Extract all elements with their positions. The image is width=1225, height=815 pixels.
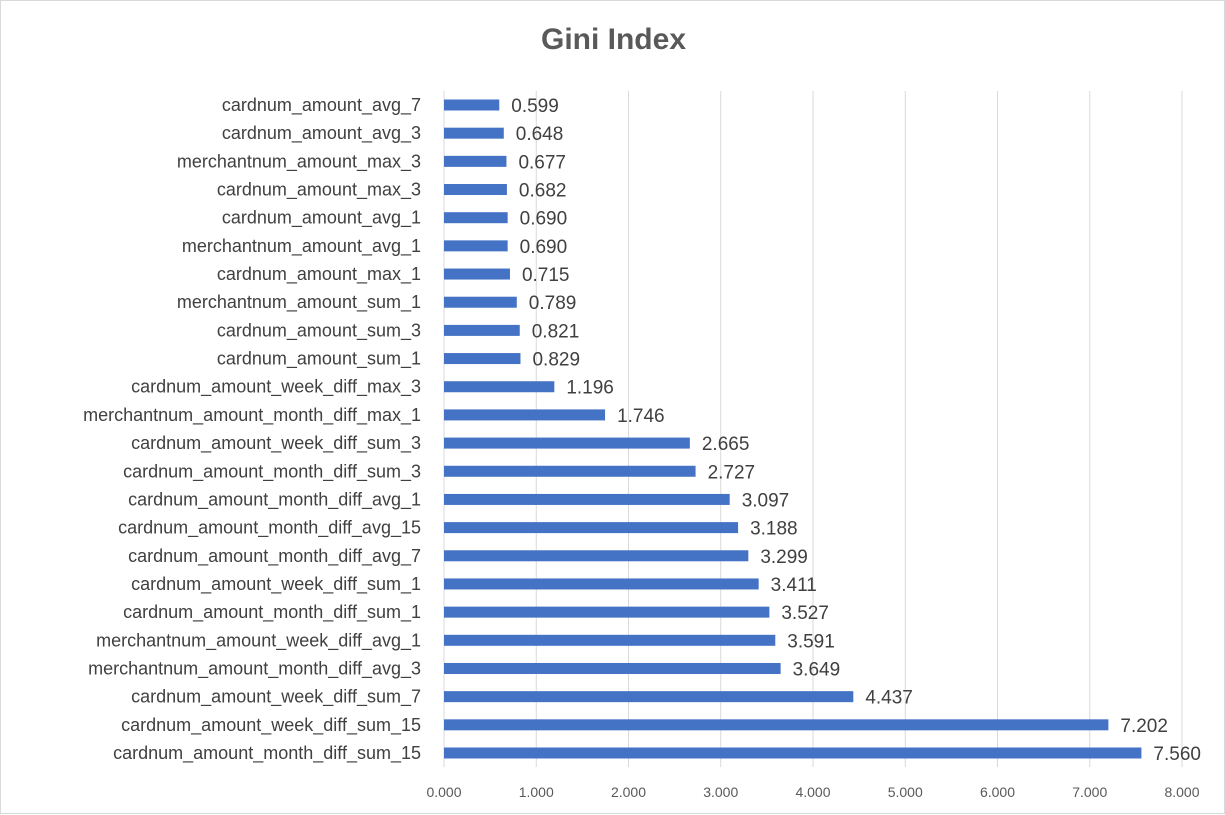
- bar: [444, 99, 500, 111]
- data-label: 0.682: [519, 181, 567, 202]
- category-label: cardnum_amount_avg_3: [222, 123, 421, 144]
- x-tick-label: 7.000: [1072, 784, 1107, 800]
- data-label: 7.202: [1120, 716, 1168, 737]
- category-label: merchantnum_amount_max_3: [177, 151, 421, 172]
- category-label: cardnum_amount_week_diff_max_3: [131, 377, 421, 398]
- data-label: 0.690: [520, 237, 568, 258]
- category-label: cardnum_amount_month_diff_sum_3: [123, 461, 421, 482]
- data-label: 0.829: [532, 350, 580, 371]
- data-label: 3.097: [742, 490, 790, 511]
- bar: [444, 437, 690, 449]
- category-label: cardnum_amount_max_3: [217, 180, 421, 201]
- bar: [444, 550, 749, 562]
- data-label: 0.677: [518, 152, 566, 173]
- data-label: 3.649: [793, 659, 841, 680]
- x-tick-label: 2.000: [611, 784, 646, 800]
- data-label: 3.188: [750, 519, 798, 540]
- data-label: 0.715: [522, 265, 570, 286]
- x-tick-label: 4.000: [795, 784, 830, 800]
- data-label: 3.411: [771, 575, 817, 596]
- category-label: cardnum_amount_sum_3: [217, 320, 421, 341]
- data-label: 7.560: [1153, 744, 1201, 765]
- bar: [444, 719, 1109, 731]
- category-label: cardnum_amount_max_1: [217, 264, 421, 285]
- category-label: merchantnum_amount_avg_1: [182, 236, 421, 257]
- bar: [444, 691, 854, 703]
- category-label: cardnum_amount_sum_1: [217, 349, 421, 370]
- bar: [444, 240, 508, 252]
- x-tick-label: 5.000: [888, 784, 923, 800]
- bar: [444, 155, 507, 167]
- bar: [444, 381, 555, 393]
- data-label: 0.690: [520, 209, 568, 230]
- bar: [444, 409, 606, 421]
- bar: [444, 184, 507, 196]
- bar: [444, 634, 776, 646]
- category-label: merchantnum_amount_sum_1: [177, 292, 421, 313]
- bar: [444, 493, 730, 505]
- data-label: 1.746: [617, 406, 665, 427]
- data-label: 1.196: [566, 378, 614, 399]
- x-tick-label: 6.000: [980, 784, 1015, 800]
- x-tick-label: 1.000: [519, 784, 554, 800]
- bar: [444, 127, 504, 139]
- bar: [444, 465, 696, 477]
- category-label: cardnum_amount_month_diff_avg_7: [128, 546, 421, 567]
- bar: [444, 212, 508, 224]
- data-label: 4.437: [865, 688, 913, 709]
- data-label: 3.591: [787, 631, 835, 652]
- bar: [444, 324, 520, 336]
- data-label: 0.789: [529, 293, 577, 314]
- bar: [444, 662, 781, 674]
- bar: [444, 296, 517, 308]
- category-label: cardnum_amount_month_diff_sum_15: [113, 743, 421, 764]
- data-label: 0.821: [532, 321, 580, 342]
- category-label: cardnum_amount_week_diff_sum_15: [121, 715, 421, 736]
- category-label: cardnum_amount_month_diff_avg_15: [118, 518, 421, 539]
- bar: [444, 747, 1142, 759]
- category-label: cardnum_amount_week_diff_sum_3: [131, 433, 421, 454]
- category-label: merchantnum_amount_week_diff_avg_1: [96, 630, 421, 651]
- bar: [444, 606, 770, 618]
- chart-title: Gini Index: [540, 23, 687, 56]
- category-label: cardnum_amount_avg_1: [222, 208, 421, 229]
- data-label: 3.299: [760, 547, 808, 568]
- x-tick-label: 0.000: [426, 784, 461, 800]
- bar: [444, 353, 521, 365]
- category-label: cardnum_amount_month_diff_avg_1: [128, 489, 421, 510]
- category-label: merchantnum_amount_month_diff_avg_3: [88, 658, 421, 679]
- x-tick-label: 8.000: [1164, 784, 1199, 800]
- data-label: 0.648: [516, 124, 564, 145]
- data-label: 2.665: [702, 434, 750, 455]
- category-label: cardnum_amount_week_diff_sum_7: [131, 687, 421, 708]
- data-label: 0.599: [511, 96, 559, 117]
- bar: [444, 578, 759, 590]
- bar: [444, 268, 510, 280]
- category-label: cardnum_amount_week_diff_sum_1: [131, 574, 421, 595]
- data-label: 3.527: [781, 603, 829, 624]
- category-label: cardnum_amount_month_diff_sum_1: [123, 602, 421, 623]
- bar: [444, 522, 739, 534]
- data-label: 2.727: [708, 462, 756, 483]
- category-label: cardnum_amount_avg_7: [222, 95, 421, 116]
- x-tick-label: 3.000: [703, 784, 738, 800]
- category-label: merchantnum_amount_month_diff_max_1: [83, 405, 421, 426]
